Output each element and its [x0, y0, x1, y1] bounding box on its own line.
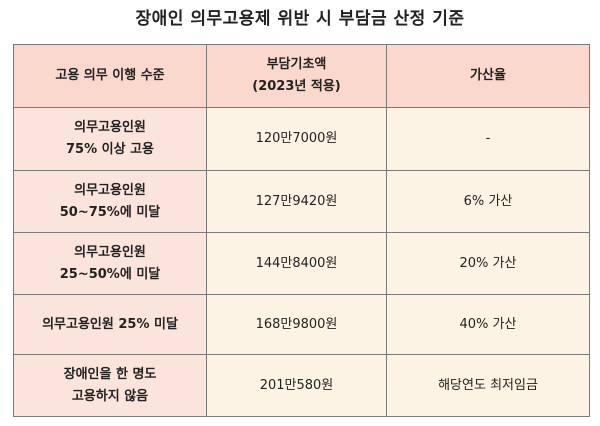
row-level: 의무고용인원 25% 미달 [13, 294, 207, 355]
row-level: 의무고용인원 25~50%에 미달 [13, 232, 207, 295]
header-surcharge-label: 가산율 [470, 68, 506, 83]
row-surcharge: - [386, 107, 590, 171]
row-level-line1: 의무고용인원 [74, 120, 146, 135]
row-level-line2: 고용하지 않음 [71, 388, 149, 404]
table-row: 의무고용인원 75% 이상 고용 120만7000원 - [13, 107, 590, 171]
header-base-label: 부담기초액 [266, 57, 327, 72]
table-row: 의무고용인원 25% 미달 168만9800원 40% 가산 [13, 294, 590, 355]
header-base-year: (2023년 적용) [252, 79, 341, 94]
row-base: 127만9420원 [206, 170, 387, 233]
row-surcharge: 40% 가산 [386, 294, 590, 355]
row-level: 의무고용인원 75% 이상 고용 [13, 107, 207, 171]
row-level: 의무고용인원 50~75%에 미달 [13, 170, 207, 233]
row-level-line1: 의무고용인원 [74, 182, 146, 198]
row-level-line2: 25~50%에 미달 [59, 266, 161, 282]
header-level-label: 고용 의무 이행 수준 [55, 68, 165, 83]
row-level-line2: 75% 이상 고용 [65, 142, 154, 157]
header-base: 부담기초액 (2023년 적용) [206, 44, 387, 108]
row-base: 168만9800원 [206, 294, 387, 355]
header-surcharge: 가산율 [386, 44, 590, 108]
table-header-row: 고용 의무 이행 수준 부담기초액 (2023년 적용) 가산율 [13, 44, 590, 108]
row-level-line1: 의무고용인원 25% 미달 [42, 316, 178, 332]
row-surcharge: 6% 가산 [386, 170, 590, 233]
table-row: 의무고용인원 25~50%에 미달 144만8400원 20% 가산 [13, 232, 590, 295]
row-base: 120만7000원 [206, 107, 387, 171]
row-surcharge: 20% 가산 [386, 232, 590, 295]
row-level-line2: 50~75%에 미달 [59, 204, 161, 220]
page-title: 장애인 의무고용제 위반 시 부담금 산정 기준 [135, 9, 465, 29]
header-level: 고용 의무 이행 수준 [13, 44, 207, 108]
table-row: 의무고용인원 50~75%에 미달 127만9420원 6% 가산 [13, 170, 590, 233]
row-base: 201만580원 [206, 354, 387, 417]
levy-table: 고용 의무 이행 수준 부담기초액 (2023년 적용) 가산율 의무고용인원 … [13, 44, 590, 417]
row-level-line1: 장애인을 한 명도 [63, 366, 157, 382]
row-base: 144만8400원 [206, 232, 387, 295]
row-level: 장애인을 한 명도 고용하지 않음 [13, 354, 207, 417]
row-level-line1: 의무고용인원 [74, 244, 146, 260]
table-row: 장애인을 한 명도 고용하지 않음 201만580원 해당연도 최저임금 [13, 354, 590, 417]
row-surcharge: 해당연도 최저임금 [386, 354, 590, 417]
